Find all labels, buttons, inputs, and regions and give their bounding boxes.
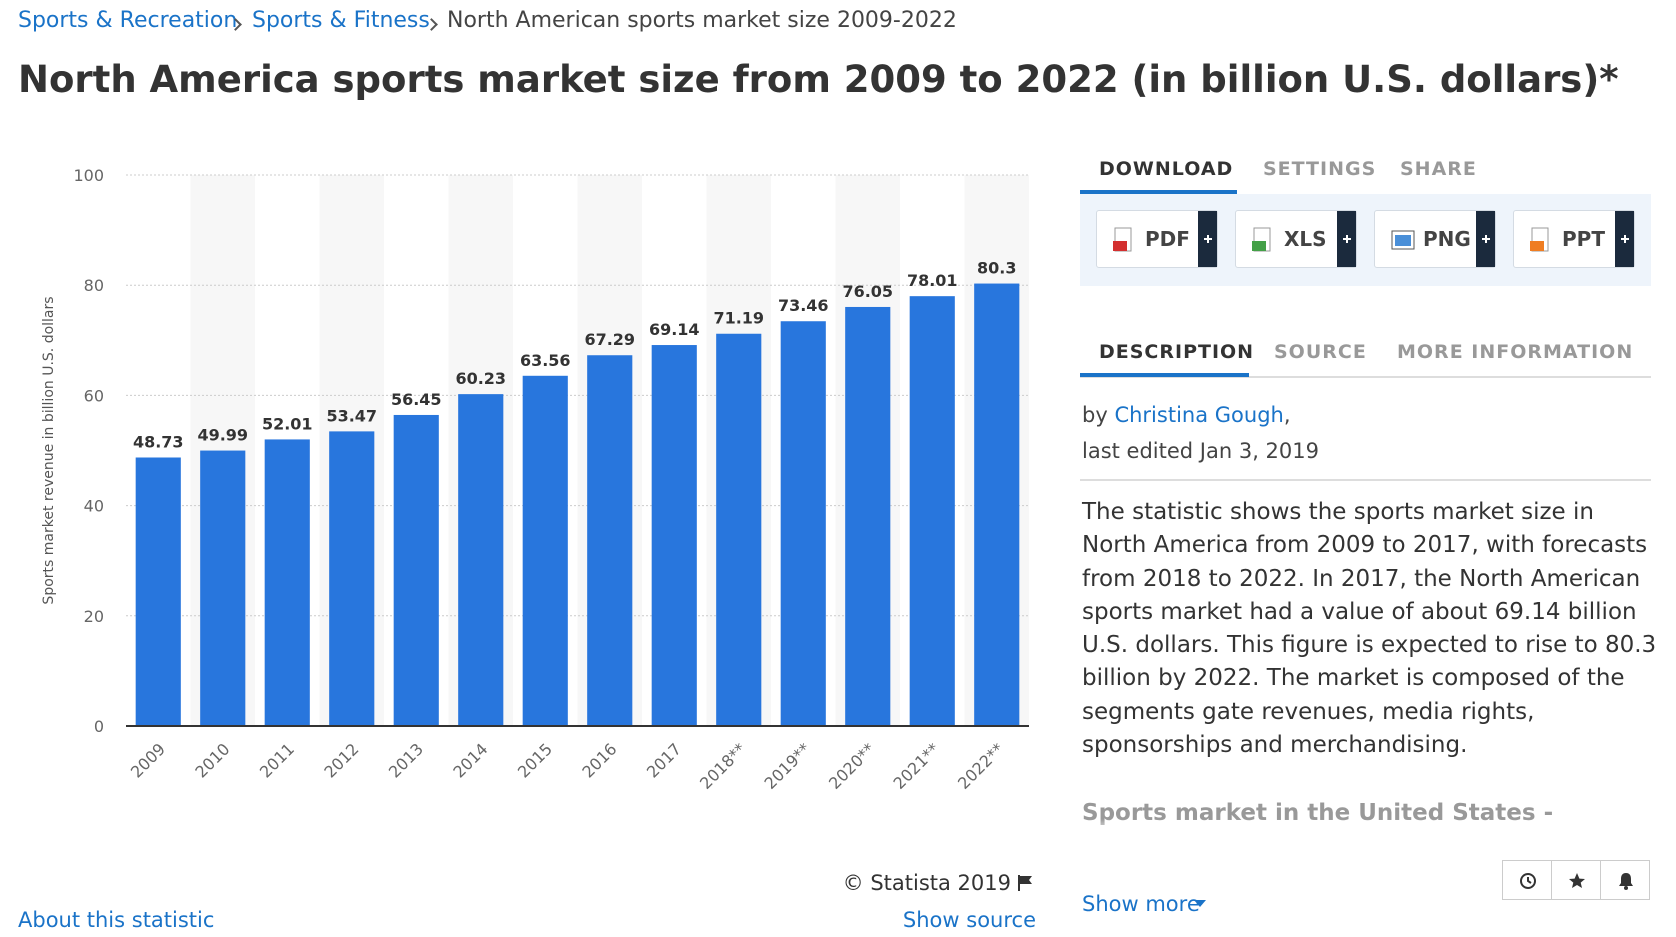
bar xyxy=(587,355,633,726)
x-tick-label: 2013 xyxy=(385,739,427,781)
bar xyxy=(393,414,439,726)
x-tick-label: 2022** xyxy=(954,739,1008,793)
tab[interactable]: SHARE xyxy=(1400,158,1477,180)
info-tab[interactable]: SOURCE xyxy=(1274,341,1367,363)
bar xyxy=(780,321,826,726)
favorite-button[interactable] xyxy=(1551,860,1601,900)
value-label: 53.47 xyxy=(326,406,377,425)
info-tab[interactable]: DESCRIPTION xyxy=(1099,341,1255,363)
plus-icon xyxy=(1337,211,1356,267)
value-label: 67.29 xyxy=(584,330,635,349)
bar xyxy=(974,283,1020,726)
tab[interactable]: DOWNLOAD xyxy=(1099,158,1234,180)
value-label: 48.73 xyxy=(133,432,184,451)
info-tab[interactable]: MORE INFORMATION xyxy=(1397,341,1634,363)
x-tick-label: 2009 xyxy=(127,739,169,781)
bar xyxy=(845,306,891,726)
x-tick-label: 2010 xyxy=(191,739,233,781)
download-button[interactable]: XLS xyxy=(1235,210,1357,268)
bar xyxy=(329,431,375,726)
divider xyxy=(1080,376,1651,378)
page-title: North America sports market size from 20… xyxy=(18,58,1619,101)
button-label: PDF xyxy=(1145,227,1190,251)
last-edited: last edited Jan 3, 2019 xyxy=(1082,439,1319,463)
y-axis-title: Sports market revenue in billion U.S. do… xyxy=(41,296,57,604)
button-label: PNG xyxy=(1423,227,1471,251)
plus-icon xyxy=(1476,211,1495,267)
x-tick-label: 2011 xyxy=(256,739,298,781)
flag-icon xyxy=(1018,875,1032,891)
notify-button[interactable] xyxy=(1600,860,1650,900)
download-button[interactable]: PDF xyxy=(1096,210,1218,268)
x-tick-label: 2012 xyxy=(320,739,362,781)
breadcrumb-current: North American sports market size 2009-2… xyxy=(447,8,957,33)
download-button[interactable]: PNG xyxy=(1374,210,1496,268)
bar xyxy=(200,450,246,726)
divider xyxy=(1080,479,1651,481)
breadcrumb-link[interactable]: Sports & Recreation xyxy=(18,8,238,33)
x-tick-label: 2015 xyxy=(514,739,556,781)
additional-heading: Sports market in the United States - add… xyxy=(1082,800,1554,826)
bar xyxy=(651,345,697,726)
button-label: PPT xyxy=(1562,227,1605,251)
bar xyxy=(135,457,181,726)
description: The statistic shows the sports market si… xyxy=(1082,499,1657,759)
download-button[interactable]: PPT xyxy=(1513,210,1635,268)
y-tick-label: 20 xyxy=(84,607,104,626)
plus-icon xyxy=(1198,211,1217,267)
x-tick-label: 2017 xyxy=(643,739,685,781)
bar xyxy=(458,394,504,726)
value-label: 63.56 xyxy=(520,351,571,370)
y-tick-label: 0 xyxy=(94,717,104,736)
value-label: 71.19 xyxy=(713,309,764,328)
value-label: 60.23 xyxy=(455,369,506,388)
x-tick-label: 2014 xyxy=(449,739,491,781)
bar xyxy=(716,333,762,726)
tab-underline xyxy=(1080,373,1249,377)
plus-icon xyxy=(1615,211,1634,267)
value-label: 56.45 xyxy=(391,390,442,409)
x-tick-label: 2018** xyxy=(696,739,750,793)
history-button[interactable] xyxy=(1502,860,1552,900)
chart: 0 20 40 60 80 100 Sports market revenue in bil… xyxy=(41,166,1029,793)
bar xyxy=(264,439,310,726)
y-tick-label: 100 xyxy=(73,166,104,185)
value-label: 69.14 xyxy=(649,320,700,339)
caret-icon xyxy=(1194,900,1206,907)
breadcrumb-link[interactable]: Sports & Fitness xyxy=(252,8,430,33)
value-label: 80.3 xyxy=(977,259,1016,278)
x-tick-label: 2021** xyxy=(890,739,944,793)
bar xyxy=(522,375,568,726)
value-label: 78.01 xyxy=(907,271,958,290)
bar xyxy=(909,296,955,726)
tab-underline xyxy=(1080,190,1237,194)
x-tick-label: 2019** xyxy=(761,739,815,793)
show-source-link[interactable]: Show source xyxy=(902,908,1036,932)
value-label: 52.01 xyxy=(262,414,313,433)
show-more-link[interactable]: Show more xyxy=(1082,892,1200,916)
button-label: XLS xyxy=(1284,227,1327,251)
value-label: 73.46 xyxy=(778,296,829,315)
y-tick-label: 60 xyxy=(84,386,104,405)
x-tick-label: 2020** xyxy=(825,739,879,793)
author-suffix: , xyxy=(1283,403,1291,427)
author-line: by Christina Gough, xyxy=(1082,403,1291,427)
x-tick-label: 2016 xyxy=(578,739,620,781)
value-label: 76.05 xyxy=(842,282,893,301)
author-prefix: by xyxy=(1082,403,1108,427)
tab[interactable]: SETTINGS xyxy=(1263,158,1377,180)
credit: © Statista 2019 xyxy=(842,871,1011,895)
about-link[interactable]: About this statistic xyxy=(18,908,215,932)
value-label: 49.99 xyxy=(197,426,248,445)
y-tick-label: 80 xyxy=(84,276,104,295)
y-tick-label: 40 xyxy=(84,497,104,516)
author-link[interactable]: Christina Gough xyxy=(1114,403,1284,427)
